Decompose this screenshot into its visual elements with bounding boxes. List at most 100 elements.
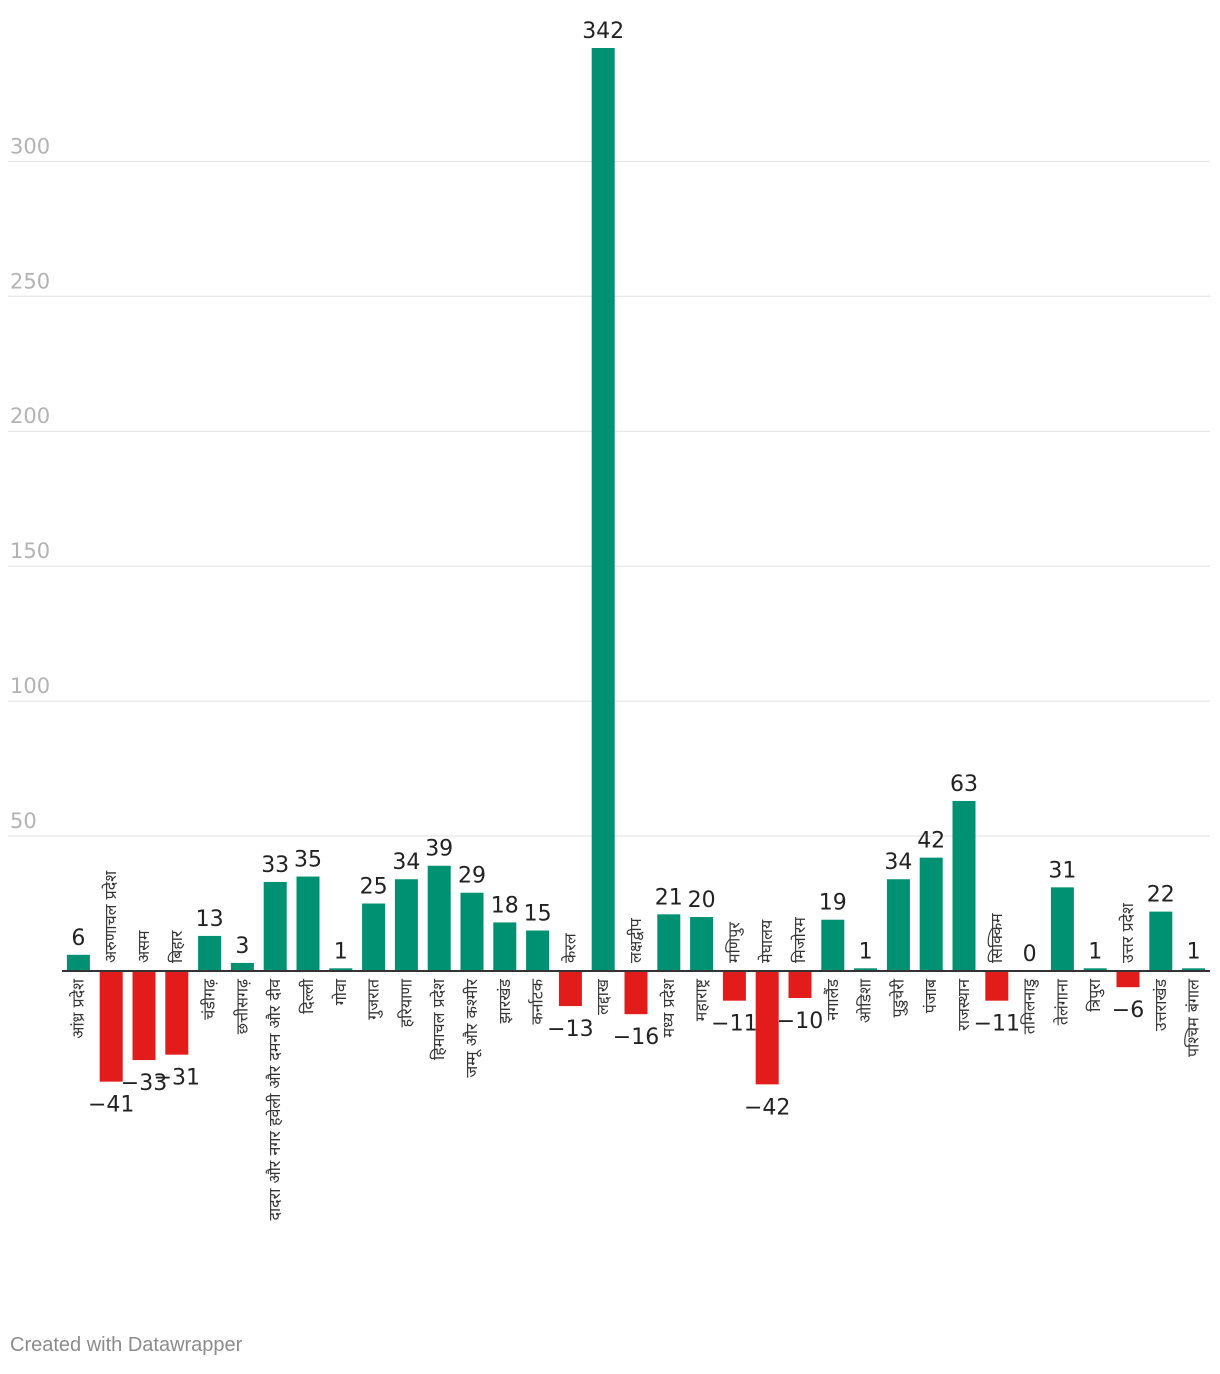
data-label: 25 (360, 875, 388, 900)
data-label: 42 (917, 829, 945, 854)
category-label: गोवा (331, 978, 350, 1005)
category-label: ओडिशा (856, 978, 875, 1023)
bar (526, 930, 550, 971)
category-label: केरल (560, 932, 579, 963)
data-label: 35 (294, 848, 322, 873)
category-label: अरुणाचल प्रदेश (101, 870, 120, 963)
bar (919, 857, 943, 971)
category-label: मिजोरम (790, 917, 809, 963)
bar (952, 800, 976, 971)
category-label: तेलंगाना (1052, 978, 1071, 1025)
data-label: −13 (547, 1017, 593, 1042)
data-label: 33 (261, 853, 289, 878)
category-label: सिक्किम (987, 913, 1006, 963)
category-label: कर्नाटक (528, 978, 547, 1024)
bar (230, 962, 254, 971)
bar (1149, 911, 1173, 971)
data-label: 29 (458, 864, 486, 889)
bar (755, 971, 779, 1085)
data-label: −16 (613, 1025, 659, 1050)
data-label: 18 (491, 893, 519, 918)
bar (132, 971, 156, 1061)
bar (394, 879, 418, 971)
data-label: 21 (655, 885, 683, 910)
data-label: −11 (711, 1012, 757, 1037)
y-tick-label: 150 (10, 539, 50, 563)
bar (722, 971, 746, 1001)
data-label: 1 (1187, 939, 1201, 964)
category-label: असम (134, 930, 153, 963)
bar (690, 917, 714, 971)
data-label: 20 (688, 888, 716, 913)
category-label: नगालैंड (823, 979, 842, 1021)
data-label: 6 (71, 926, 85, 951)
category-label: जम्मू और कश्मीर (462, 979, 482, 1078)
category-label: मणिपुर (724, 922, 744, 963)
bar (788, 971, 812, 998)
bar (427, 865, 451, 971)
data-label: 342 (582, 19, 624, 44)
category-label: पंजाब (921, 978, 940, 1013)
data-label: 31 (1048, 858, 1076, 883)
category-label: झारखंड (495, 979, 514, 1024)
bar (558, 971, 582, 1007)
data-label: −41 (88, 1093, 134, 1118)
bar (591, 48, 615, 972)
category-label: गुजरात (364, 978, 384, 1020)
category-label: चंडीगढ़ (200, 978, 219, 1020)
bars (66, 48, 1206, 1085)
data-label: −11 (974, 1012, 1020, 1037)
data-label: −42 (744, 1095, 790, 1120)
bar (263, 881, 287, 971)
bar (296, 876, 320, 971)
category-label: लद्दाख (593, 978, 612, 1015)
data-label: 22 (1147, 883, 1175, 908)
category-label: मध्य प्रदेश (659, 978, 678, 1038)
bar (1050, 887, 1074, 971)
data-label: 19 (819, 891, 847, 916)
data-label: 39 (425, 837, 453, 862)
bar (165, 971, 189, 1055)
category-label: दादरा और नगर हवेली और दमन और दीव (265, 978, 284, 1221)
bar (657, 914, 681, 971)
category-label: त्रिपुरा (1085, 978, 1105, 1012)
data-label: 1 (1088, 939, 1102, 964)
y-tick-label: 300 (10, 134, 50, 158)
category-label: तमिलनाडु (1020, 979, 1040, 1035)
bar (985, 971, 1009, 1001)
bar (329, 968, 353, 971)
data-label: −10 (777, 1009, 823, 1034)
bar (624, 971, 648, 1015)
category-label: दिल्ली (298, 978, 317, 1014)
category-label: हरियाणा (396, 978, 415, 1027)
data-label: 1 (859, 939, 873, 964)
category-label: छत्तीसगढ़ (232, 978, 251, 1034)
footer-credit: Created with Datawrapper (10, 1334, 243, 1356)
category-label: लक्षद्वीप (626, 917, 645, 963)
data-label: 63 (950, 772, 978, 797)
bar (821, 919, 845, 971)
category-labels: आंध्र प्रदेश अरुणाचल प्रदेश असम बिहार चंडीगढ… (68, 870, 1202, 1221)
bar (854, 968, 878, 971)
data-label: 3 (235, 934, 249, 959)
data-label: 15 (524, 902, 552, 927)
data-label: 0 (1023, 942, 1037, 967)
category-label: पुडुचेरी (888, 978, 908, 1017)
category-label: राजस्थान (954, 978, 973, 1031)
bar (1083, 968, 1107, 971)
data-label: −33 (121, 1071, 167, 1096)
category-label: महाराष्ट्र (692, 978, 711, 1021)
data-label: 1 (334, 939, 348, 964)
data-label: 13 (196, 907, 224, 932)
data-label: −31 (154, 1066, 200, 1091)
category-label: उत्तर प्रदेश (1118, 902, 1137, 963)
y-tick-label: 100 (10, 674, 50, 698)
bar (99, 971, 123, 1082)
bar (362, 903, 386, 971)
data-label: 34 (392, 850, 420, 875)
y-tick-label: 250 (10, 269, 50, 293)
bar (198, 935, 222, 971)
category-label: पश्चिम बंगाल (1184, 978, 1203, 1057)
